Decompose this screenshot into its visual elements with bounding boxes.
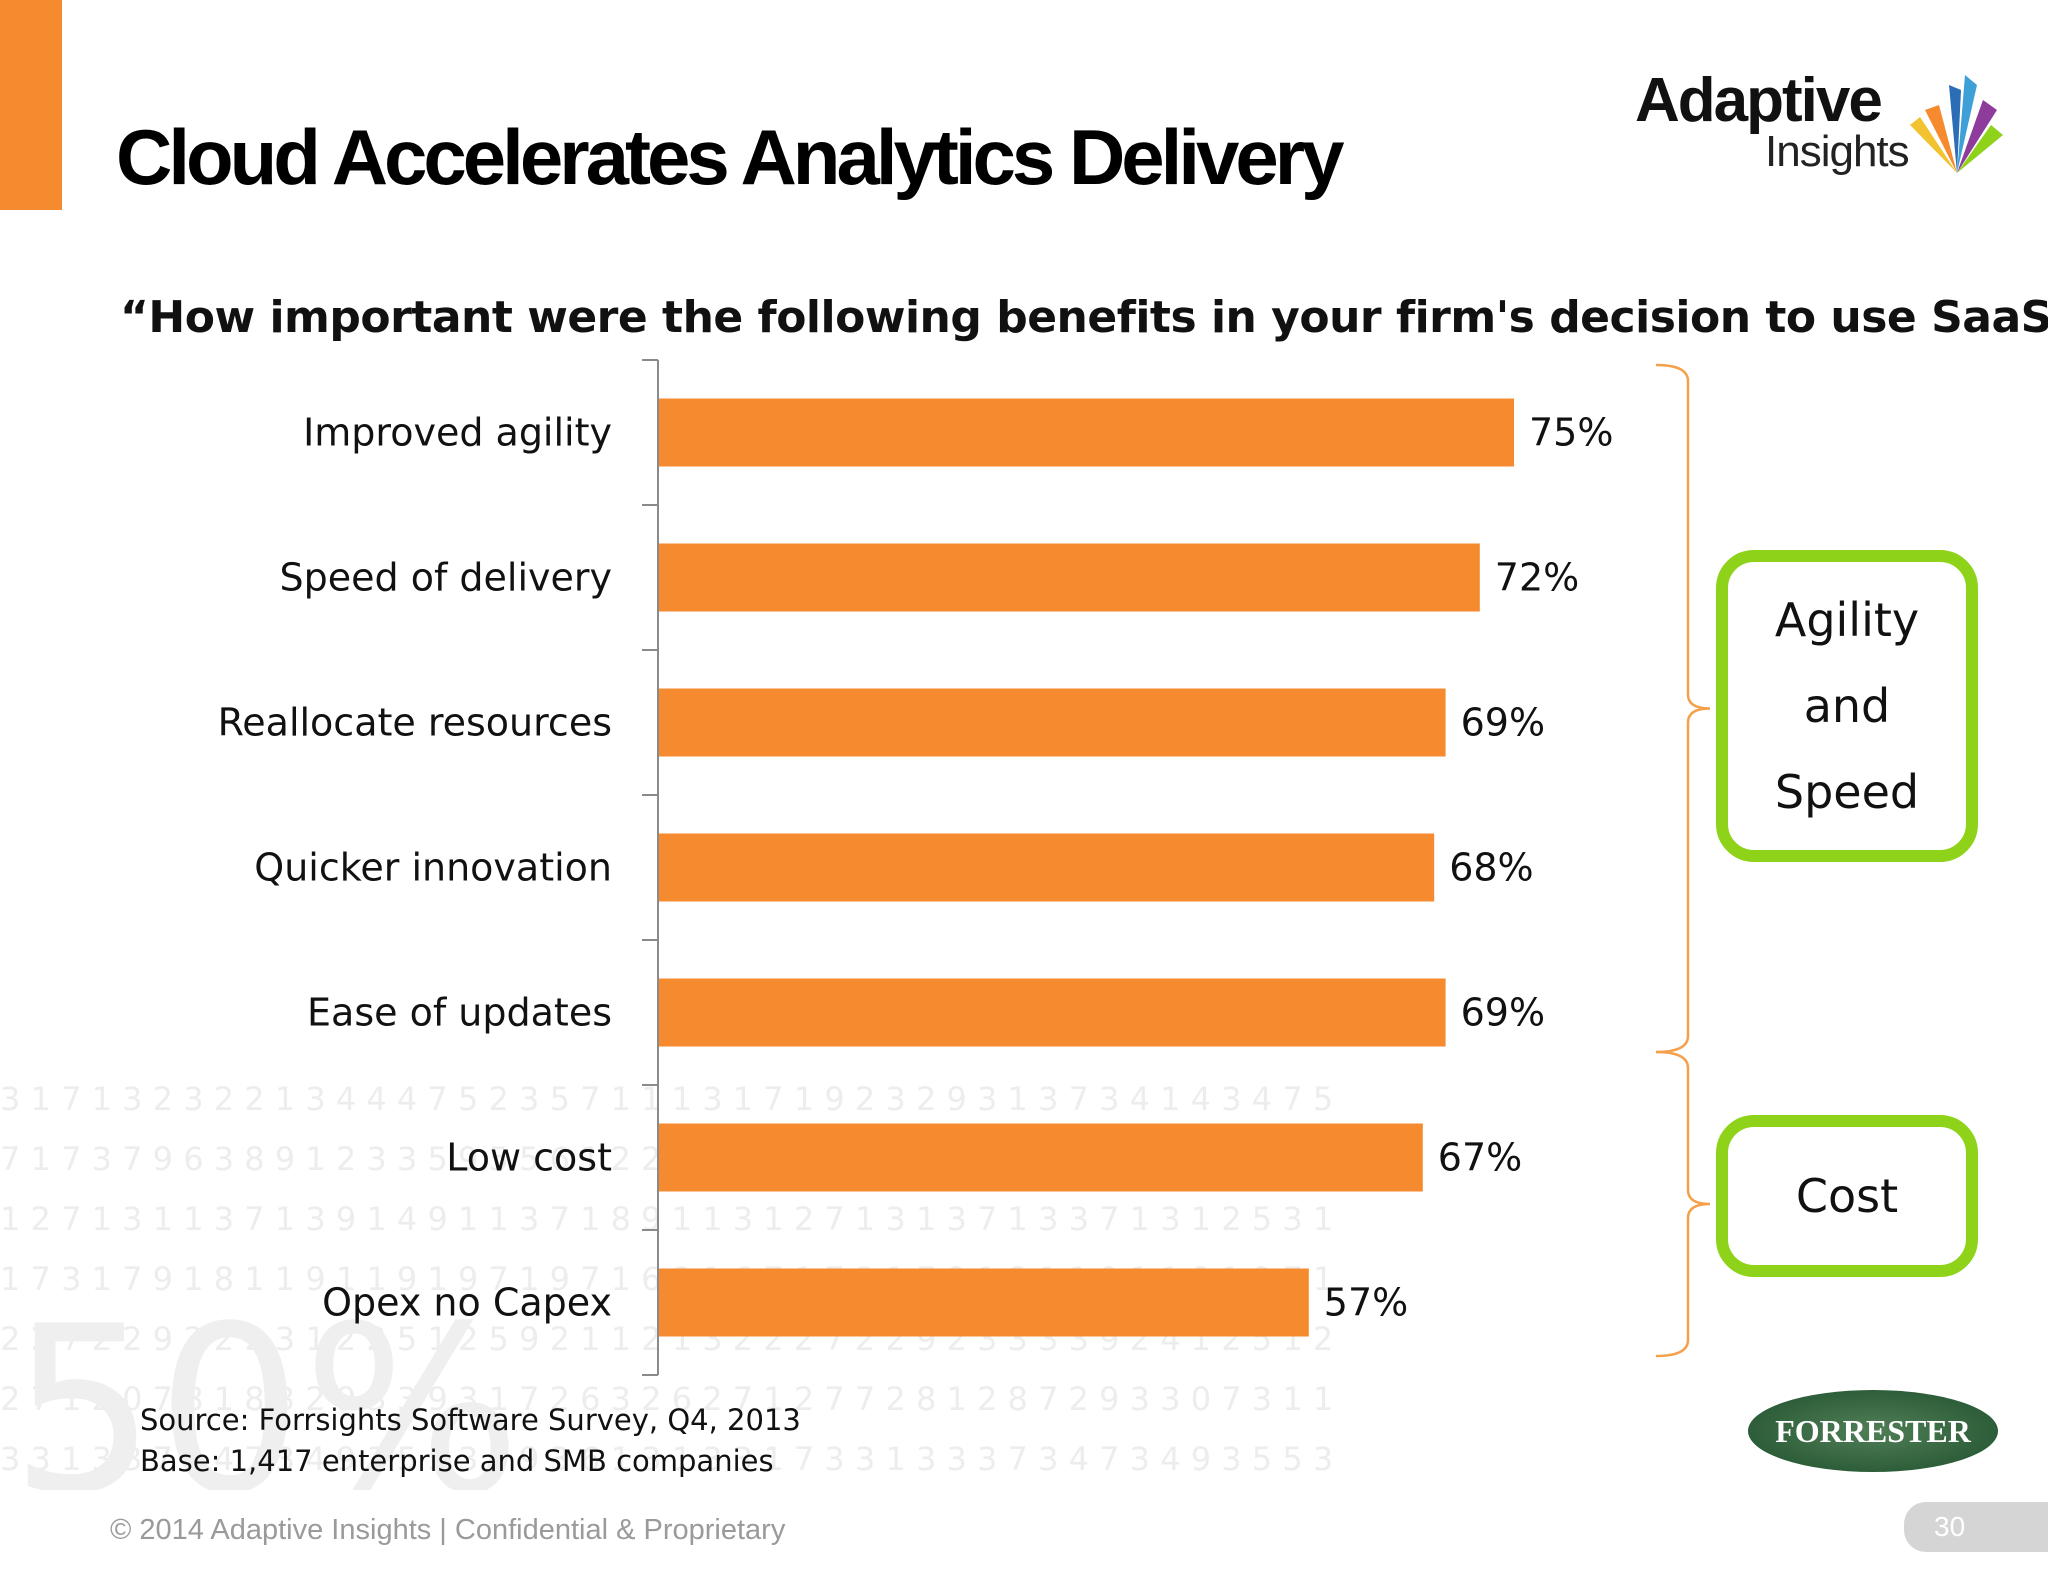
value-label: 69% bbox=[1461, 701, 1545, 745]
orange-accent-bar bbox=[0, 0, 62, 210]
logo-text-insights: Insights bbox=[1765, 127, 1910, 176]
category-label: Low cost bbox=[446, 1136, 612, 1180]
value-label: 75% bbox=[1529, 411, 1613, 455]
and-label: and bbox=[1803, 679, 1891, 733]
bar-chart: Improved agility Speed of delivery Realloc… bbox=[218, 359, 1711, 1376]
chart-axis bbox=[642, 359, 659, 1376]
value-label: 67% bbox=[1438, 1136, 1522, 1180]
chart-value-labels: 75% 72% 69% 68% 69% 67% 57% bbox=[1324, 411, 1614, 1325]
bar bbox=[659, 543, 1480, 612]
svg-text:3 3 1 3 3 7 3 4 7 3 4 9 3 5 5: 3 3 1 3 3 7 3 4 7 3 4 9 3 5 5 3 5 9 3 6 … bbox=[0, 1440, 1333, 1478]
speed-label: Speed bbox=[1774, 765, 1920, 819]
bar bbox=[659, 398, 1514, 467]
curly-bracket bbox=[1655, 363, 1711, 1054]
base-line: Base: 1,417 enterprise and SMB companies bbox=[140, 1444, 774, 1478]
curly-bracket bbox=[1655, 1050, 1711, 1358]
cost-label: Cost bbox=[1795, 1169, 1899, 1223]
cost-box: Cost bbox=[1716, 1115, 1978, 1277]
svg-text:2 7 1 2 0 7 8 1 8 3 2 9 3 3 9: 2 7 1 2 0 7 8 1 8 3 2 9 3 3 9 3 1 7 2 6 … bbox=[0, 1380, 1333, 1418]
bar bbox=[659, 1123, 1423, 1192]
category-label: Reallocate resources bbox=[218, 701, 612, 745]
chart-bars bbox=[659, 398, 1514, 1337]
agility-label: Agility bbox=[1774, 593, 1920, 647]
source-note: Source: Forrsights Software Survey, Q4, … bbox=[140, 1400, 801, 1482]
logo-text-adaptive: Adaptive bbox=[1635, 66, 1883, 135]
bar bbox=[659, 1268, 1309, 1337]
logo-mark-icon bbox=[1910, 75, 2003, 173]
bar bbox=[659, 833, 1435, 902]
bar bbox=[659, 688, 1446, 757]
value-label: 69% bbox=[1461, 991, 1545, 1035]
value-label: 72% bbox=[1495, 556, 1579, 600]
svg-text:3 1 7 1 3 2 3 2 2 1 3 4 4 4 7: 3 1 7 1 3 2 3 2 2 1 3 4 4 4 7 5 2 3 5 7 … bbox=[0, 1080, 1333, 1118]
svg-text:50%: 50% bbox=[10, 1278, 521, 1490]
page-number: 30 bbox=[1904, 1502, 2048, 1552]
footer-copyright: © 2014 Adaptive Insights | Confidential … bbox=[110, 1514, 786, 1546]
bar bbox=[659, 978, 1446, 1047]
svg-text:1 2 7 1 3 1 1 3 7 1 3 9 1 4 9: 1 2 7 1 3 1 1 3 7 1 3 9 1 4 9 1 1 3 7 1 … bbox=[0, 1200, 1333, 1238]
forrester-logo: FORRESTER bbox=[1748, 1390, 1998, 1472]
source-line: Source: Forrsights Software Survey, Q4, … bbox=[140, 1403, 801, 1437]
category-label: Quicker innovation bbox=[254, 846, 612, 890]
value-label: 68% bbox=[1449, 846, 1533, 890]
chart-category-labels: Improved agility Speed of delivery Realloc… bbox=[218, 411, 612, 1325]
category-label: Speed of delivery bbox=[280, 556, 613, 600]
group-brackets bbox=[1655, 363, 1711, 1358]
value-label: 57% bbox=[1324, 1281, 1408, 1325]
adaptive-insights-logo: Adaptive Insights bbox=[1630, 55, 2010, 185]
category-label: Ease of updates bbox=[307, 991, 612, 1035]
category-label: Opex no Capex bbox=[322, 1281, 612, 1325]
category-label: Improved agility bbox=[303, 411, 612, 455]
chart-question: “How important were the following benefi… bbox=[120, 292, 2048, 343]
page-title: Cloud Accelerates Analytics Delivery bbox=[116, 113, 1345, 201]
agility-speed-box: Agility and Speed bbox=[1716, 550, 1978, 862]
